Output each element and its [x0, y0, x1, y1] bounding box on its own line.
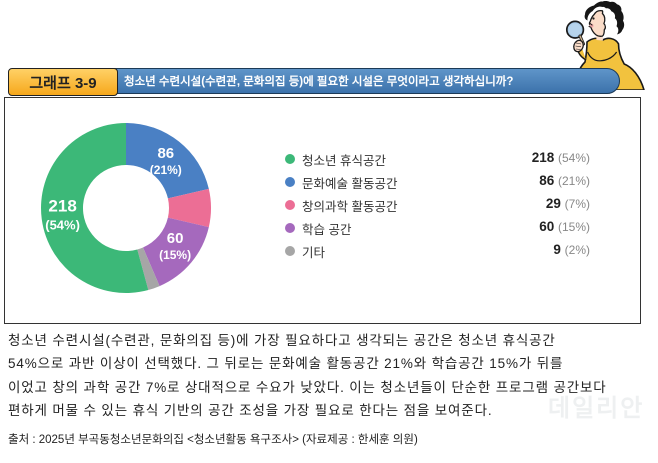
svg-text:(54%): (54%)	[45, 218, 80, 233]
svg-text:218: 218	[48, 197, 76, 216]
svg-text:60: 60	[167, 230, 184, 247]
svg-text:(15%): (15%)	[159, 248, 191, 262]
svg-text:86: 86	[157, 145, 174, 162]
svg-text:(21%): (21%)	[150, 163, 182, 177]
